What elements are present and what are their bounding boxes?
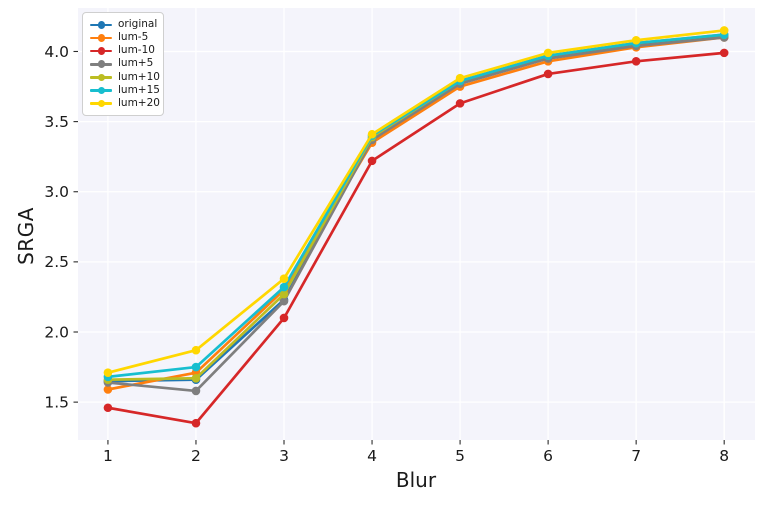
y-axis-label: SRGA <box>14 207 38 265</box>
data-point <box>191 386 201 396</box>
legend-item: lum+20 <box>90 97 160 110</box>
y-tick-label: 1.5 <box>44 393 69 411</box>
y-tick-label: 4.0 <box>44 43 69 61</box>
legend-item: lum-5 <box>90 31 155 44</box>
legend-item-label: lum+15 <box>118 83 160 96</box>
data-point <box>543 69 553 79</box>
legend-line-marker-icon <box>90 84 112 97</box>
data-point <box>103 368 113 377</box>
series-line <box>106 33 726 379</box>
series-line <box>106 36 726 391</box>
legend-line-marker-icon <box>90 57 112 70</box>
data-point <box>191 362 201 372</box>
series-lum+20 <box>103 26 729 377</box>
x-tick-label: 3 <box>279 447 289 465</box>
legend: original lum-5 lum-10 lum+5 lum+10 lum+15 lum+… <box>82 12 164 116</box>
data-point <box>191 418 201 428</box>
x-tick-label: 7 <box>631 447 641 465</box>
legend-item: lum+5 <box>90 57 155 70</box>
legend-line-marker-icon <box>90 18 112 31</box>
legend-line-marker-icon <box>90 44 112 57</box>
x-tick-label: 8 <box>719 447 729 465</box>
data-point <box>631 35 641 45</box>
data-point <box>279 313 289 323</box>
data-point <box>719 26 729 35</box>
data-point <box>191 373 201 383</box>
data-point <box>279 282 289 292</box>
y-tick-label: 2.5 <box>44 253 69 271</box>
data-point <box>455 73 465 83</box>
legend-item-label: lum+20 <box>118 96 160 109</box>
data-point <box>279 289 289 299</box>
series-lum-10 <box>103 48 729 428</box>
data-point <box>103 385 113 394</box>
legend-item-label: lum+10 <box>118 70 160 83</box>
y-tick-label: 3.0 <box>44 183 69 201</box>
x-axis-label: Blur <box>395 468 437 492</box>
data-point <box>719 48 729 58</box>
x-tick-label: 2 <box>191 447 201 465</box>
x-tick-label: 1 <box>103 447 113 465</box>
legend-item-label: original <box>118 18 158 30</box>
x-tick-label: 4 <box>367 447 377 465</box>
legend-item: lum+15 <box>90 84 160 97</box>
data-point <box>367 129 377 139</box>
y-tick-label: 3.5 <box>44 113 69 131</box>
legend-item-label: lum+5 <box>118 57 154 70</box>
data-point <box>543 48 553 58</box>
x-tick-label: 6 <box>543 447 553 465</box>
legend-line-marker-icon <box>90 97 112 110</box>
data-point <box>631 56 641 66</box>
series-line <box>106 29 726 375</box>
y-tick-label: 2.0 <box>44 323 69 341</box>
legend-item: original <box>90 18 158 31</box>
series-line <box>106 36 726 393</box>
data-point <box>103 403 113 413</box>
legend-line-marker-icon <box>90 31 112 44</box>
legend-line-marker-icon <box>90 71 112 84</box>
x-tick-label: 5 <box>455 447 465 465</box>
data-point <box>279 296 289 306</box>
data-point <box>191 345 201 355</box>
series-line <box>106 51 726 425</box>
data-point <box>455 99 465 108</box>
legend-item-label: lum-5 <box>118 31 149 44</box>
data-point <box>367 156 377 166</box>
data-point <box>279 274 289 284</box>
legend-item-label: lum-10 <box>118 44 155 57</box>
legend-item: lum-10 <box>90 44 155 57</box>
legend-item: lum+10 <box>90 71 160 84</box>
